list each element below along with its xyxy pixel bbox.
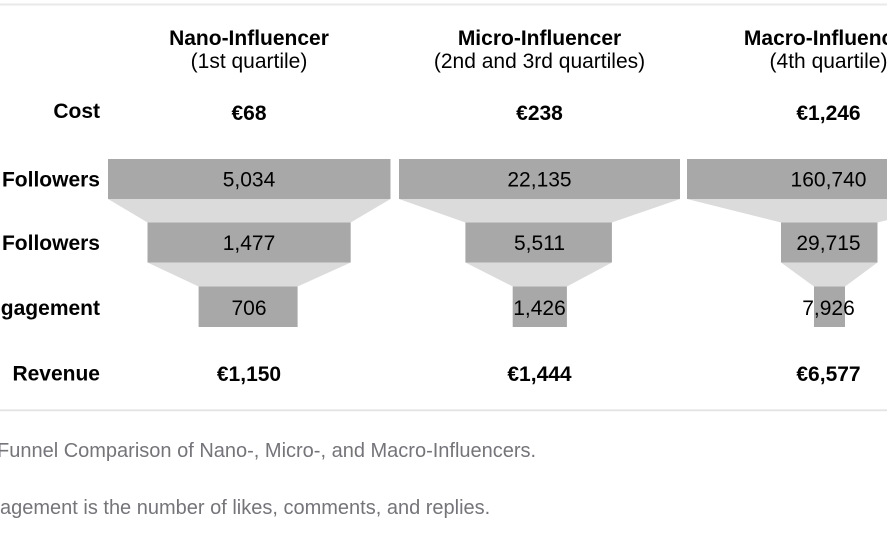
svg-text:€238: €238 <box>516 102 563 125</box>
svg-text:160,740: 160,740 <box>791 169 867 192</box>
svg-text:Cost: Cost <box>53 100 100 123</box>
svg-text:(2nd and 3rd quartiles): (2nd and 3rd quartiles) <box>434 50 645 73</box>
svg-text:Followers: Followers <box>2 169 100 192</box>
svg-text:5,511: 5,511 <box>514 232 565 255</box>
svg-text:Followers: Followers <box>2 232 100 255</box>
svg-text:Macro-Influencer: Macro-Influencer <box>744 27 887 50</box>
svg-text:€1,444: €1,444 <box>507 363 572 386</box>
svg-text:€6,577: €6,577 <box>796 363 860 386</box>
svg-text:Micro-Influencer: Micro-Influencer <box>458 27 621 50</box>
svg-text:€68: €68 <box>231 102 266 125</box>
svg-text:Engagement is the number of li: Engagement is the number of likes, comme… <box>0 497 490 519</box>
svg-text:(1st quartile): (1st quartile) <box>191 50 308 73</box>
svg-text:1,426: 1,426 <box>513 297 566 320</box>
svg-text:(4th quartile): (4th quartile) <box>770 50 887 73</box>
svg-text:706: 706 <box>231 297 266 320</box>
svg-text:Funnel Comparison of Nano-, Mi: Funnel Comparison of Nano-, Micro-, and … <box>0 440 536 462</box>
svg-text:Nano-Influencer: Nano-Influencer <box>169 27 329 50</box>
svg-text:1,477: 1,477 <box>223 232 276 255</box>
svg-text:Engagement: Engagement <box>0 297 100 320</box>
svg-text:22,135: 22,135 <box>507 169 571 192</box>
svg-text:29,715: 29,715 <box>796 232 860 255</box>
svg-text:Revenue: Revenue <box>12 363 100 386</box>
svg-text:€1,246: €1,246 <box>796 102 860 125</box>
svg-text:€1,150: €1,150 <box>217 363 281 386</box>
svg-text:7,926: 7,926 <box>802 297 855 320</box>
svg-text:5,034: 5,034 <box>223 169 276 192</box>
